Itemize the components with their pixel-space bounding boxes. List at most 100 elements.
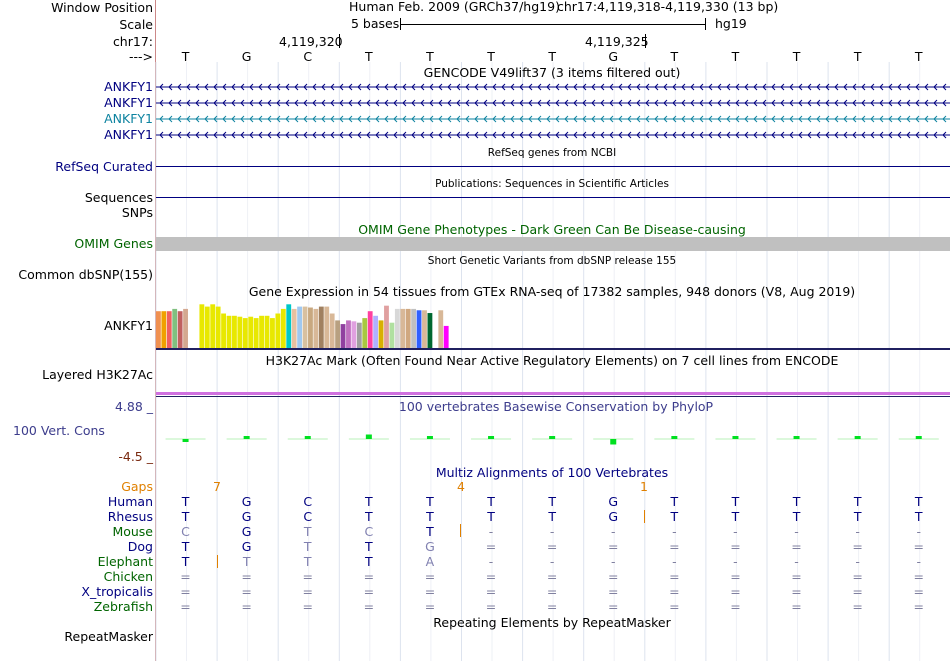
publications-line[interactable] [156,197,950,198]
gtex-tissue-bar[interactable] [188,314,194,348]
dbsnp-track-label[interactable]: Common dbSNP(155) [18,267,153,282]
gtex-tissue-bar[interactable] [443,325,449,348]
aligned-base: T [181,539,190,554]
h3k27ac-track-label[interactable]: Layered H3K27Ac [42,367,153,382]
aligned-base: = [302,569,313,584]
gtex-tissue-bar[interactable] [237,316,243,348]
gtex-tissue-bar[interactable] [204,306,210,348]
gtex-tissue-bar[interactable] [329,313,335,349]
omim-track-label[interactable]: OMIM Genes [74,236,153,251]
cons-score-bar[interactable] [793,436,800,439]
gtex-tissue-bar[interactable] [199,304,205,348]
gtex-tissue-bar[interactable] [378,320,384,348]
gtex-tissue-bar[interactable] [308,307,313,348]
aligned-base: = [363,599,375,614]
gtex-tissue-bar[interactable] [226,315,232,348]
gtex-tissue-bar[interactable] [210,304,216,348]
gtex-track-label[interactable]: ANKFY1 [104,318,153,333]
gtex-tissue-bar[interactable] [242,318,248,348]
gtex-tissue-bar[interactable] [411,308,417,348]
cons-score-bar[interactable] [182,439,189,442]
gtex-tissue-bar[interactable] [156,311,161,348]
gencode-gene-label-3[interactable]: ANKFY1 [104,111,153,126]
aligned-base: G [241,494,252,509]
gtex-tissue-bar[interactable] [351,321,357,348]
h3k27ac-signal[interactable] [156,392,950,395]
aligned-base: T [181,554,190,569]
gtex-tissue-bar[interactable] [313,308,319,348]
refseq-track-label[interactable]: RefSeq Curated [55,159,153,174]
gtex-expression-chart[interactable] [156,300,950,352]
dna-base: T [365,49,373,64]
gtex-tissue-bar[interactable] [253,318,259,348]
gtex-tissue-bar[interactable] [335,320,341,348]
omim-gene-bar[interactable] [156,237,950,251]
gtex-tissue-bar[interactable] [232,315,237,348]
gtex-tissue-bar[interactable] [318,306,324,348]
cons-score-bar[interactable] [915,436,922,439]
cons-score-bar[interactable] [243,436,250,439]
cons-score-bar[interactable] [304,436,311,439]
cons-score-bar[interactable] [671,436,678,439]
cons-score-bar[interactable] [426,436,433,439]
gencode-gene-label-2[interactable]: ANKFY1 [104,95,153,110]
gtex-tissue-bar[interactable] [384,305,389,348]
gtex-tissue-bar[interactable] [166,311,172,348]
gtex-tissue-bar[interactable] [362,318,368,348]
gtex-tissue-bar[interactable] [416,310,422,348]
gtex-tissue-bar[interactable] [183,308,188,348]
phylop-conservation-plot[interactable] [156,408,950,464]
phylop-track-title: 100 vertebrates Basewise Conservation by… [398,399,714,414]
gtex-tissue-bar[interactable] [302,306,308,348]
aligned-base: - [916,554,922,569]
cons-score-bar[interactable] [488,436,495,439]
gtex-tissue-bar[interactable] [324,306,330,348]
gtex-tissue-bar[interactable] [172,308,178,348]
aligned-base: = [791,599,802,614]
aligned-base: - [672,554,677,569]
gtex-tissue-bar[interactable] [394,308,400,348]
gtex-tissue-bar[interactable] [389,322,395,348]
gtex-tissue-bar[interactable] [400,308,406,348]
gtex-tissue-bar[interactable] [373,315,379,348]
publications-track-label[interactable]: Sequences [84,190,153,205]
gtex-tissue-bar[interactable] [215,306,221,348]
gtex-tissue-bar[interactable] [438,310,444,348]
gtex-tissue-bar[interactable] [367,311,373,348]
gtex-tissue-bar[interactable] [405,308,411,348]
cons-score-bar[interactable] [549,436,556,439]
refseq-gene-line[interactable] [156,166,950,167]
gtex-tissue-bar[interactable] [248,316,254,348]
gtex-tissue-bar[interactable] [194,320,199,348]
gtex-tissue-bar[interactable] [432,308,438,348]
gtex-tissue-bar[interactable] [280,308,286,348]
repeatmasker-track-label[interactable]: RepeatMasker [64,629,153,644]
phylop-track-label[interactable]: 100 Vert. Cons [13,423,105,438]
cons-score-bar[interactable] [732,436,739,439]
gtex-tissue-bar[interactable] [221,313,226,349]
species-label-mouse: Mouse [112,524,153,539]
species-label-x_tropicalis: X_tropicalis [81,584,153,599]
gencode-gene-label-4[interactable]: ANKFY1 [104,127,153,142]
snps-track-label[interactable]: SNPs [121,205,153,220]
cons-score-bar[interactable] [854,436,861,439]
gtex-tissue-bar[interactable] [356,322,362,348]
gtex-tissue-bar[interactable] [270,318,275,348]
gtex-tissue-bar[interactable] [346,320,351,348]
gtex-tissue-bar[interactable] [177,311,183,348]
gtex-tissue-bar[interactable] [422,310,427,348]
gtex-tissue-bar[interactable] [297,306,303,348]
gtex-tissue-bar[interactable] [340,324,346,348]
gencode-gene-models[interactable] [156,80,950,144]
gtex-tissue-bar[interactable] [291,308,297,348]
gencode-gene-label-1[interactable]: ANKFY1 [104,79,153,94]
gtex-tissue-bar[interactable] [161,311,167,348]
gtex-tissue-bar[interactable] [427,313,433,348]
gtex-tissue-bar[interactable] [264,315,270,348]
cons-score-bar[interactable] [610,439,617,445]
gtex-tissue-bar[interactable] [259,315,264,348]
cons-score-bar[interactable] [365,434,372,440]
species-label-zebrafish: Zebrafish [93,599,153,614]
gtex-tissue-bar[interactable] [286,304,292,348]
gtex-tissue-bar[interactable] [275,313,281,349]
